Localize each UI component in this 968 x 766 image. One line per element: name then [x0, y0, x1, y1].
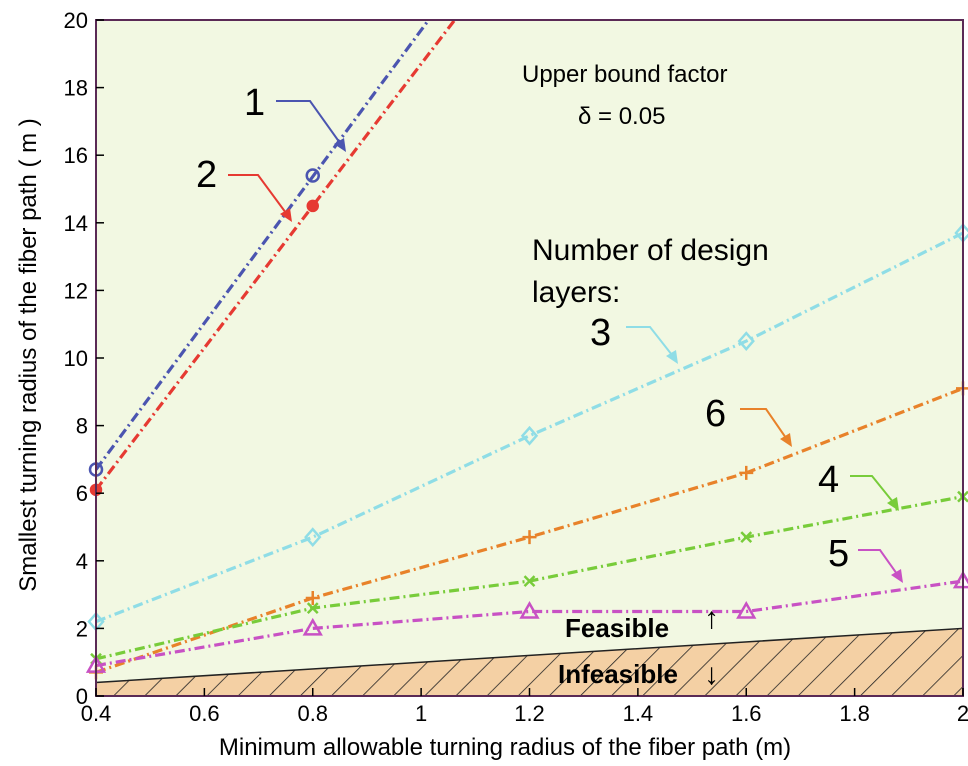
x-tick-label: 1.4	[623, 701, 654, 726]
series-label-6: 6	[705, 393, 726, 435]
pointer-arrowhead-2	[280, 208, 292, 222]
feasible-arrow: ↑	[704, 602, 719, 635]
delta-value: δ = 0.05	[578, 103, 665, 130]
series-6-point	[305, 590, 320, 605]
pointer-arrow-4	[850, 475, 894, 503]
series-3-point	[304, 527, 322, 548]
series-2-point	[306, 199, 319, 213]
layers-label-line2: layers:	[532, 276, 620, 309]
series-4-point	[740, 531, 753, 544]
series-3-point	[520, 425, 539, 446]
series-label-1: 1	[244, 82, 265, 124]
series-1-point	[305, 168, 320, 183]
series-label-3: 3	[590, 312, 611, 354]
series-1-line	[96, 20, 431, 471]
y-tick-label: 14	[64, 211, 88, 236]
series-5-line	[96, 579, 963, 668]
series-label-2: 2	[196, 154, 217, 196]
x-tick-label: 0.8	[297, 701, 328, 726]
pointer-arrowhead-5	[891, 569, 903, 583]
series-5-point	[519, 600, 540, 619]
pointer-arrow-3	[626, 326, 673, 356]
pointer-arrow-1	[276, 100, 341, 144]
x-tick-label: 0.4	[81, 701, 112, 726]
y-tick-label: 0	[76, 684, 88, 709]
y-tick-label: 8	[76, 414, 88, 439]
x-tick-label: 1.8	[839, 701, 870, 726]
pointer-arrow-2	[228, 174, 287, 214]
y-tick-label: 20	[64, 8, 88, 33]
upper-bound-title: Upper bound factor	[522, 61, 727, 88]
pointer-arrowhead-4	[887, 497, 899, 511]
series-6-point	[739, 465, 754, 480]
series-5-point	[736, 600, 757, 619]
series-4-point	[523, 575, 536, 587]
series-2-line	[96, 20, 457, 491]
pointer-arrowhead-6	[780, 433, 792, 447]
y-tick-label: 12	[64, 278, 88, 303]
x-tick-label: 2	[957, 701, 968, 726]
y-tick-label: 6	[76, 481, 88, 506]
x-tick-label: 1.6	[731, 701, 762, 726]
series-3-line	[96, 231, 963, 624]
y-tick-label: 4	[76, 549, 88, 574]
x-tick-label: 1.2	[514, 701, 545, 726]
pointer-arrowhead-3	[666, 350, 678, 364]
infeasible-label: Infeasible	[558, 659, 678, 689]
y-tick-label: 16	[64, 143, 88, 168]
y-tick-label: 10	[64, 346, 88, 371]
feasible-label: Feasible	[565, 613, 669, 643]
y-axis-label: Smallest turning radius of the fiber pat…	[15, 118, 42, 592]
pointer-arrow-5	[858, 549, 898, 575]
series-label-5: 5	[828, 533, 849, 575]
series-6-point	[522, 530, 537, 545]
x-tick-label: 0.6	[189, 701, 220, 726]
pointer-arrow-6	[740, 408, 787, 439]
series-4-point	[306, 602, 319, 615]
series-3-point	[737, 331, 755, 351]
pointer-arrowhead-1	[334, 138, 346, 152]
series-5-point	[302, 617, 323, 636]
x-axis-label: Minimum allowable turning radius of the …	[219, 734, 791, 761]
y-tick-label: 18	[64, 76, 88, 101]
infeasible-arrow: ↓	[704, 658, 719, 691]
series-label-4: 4	[818, 459, 839, 501]
plot-background	[96, 20, 963, 696]
y-tick-label: 2	[76, 616, 88, 641]
layers-label-line1: Number of design	[532, 234, 769, 267]
x-tick-label: 1	[415, 701, 427, 726]
